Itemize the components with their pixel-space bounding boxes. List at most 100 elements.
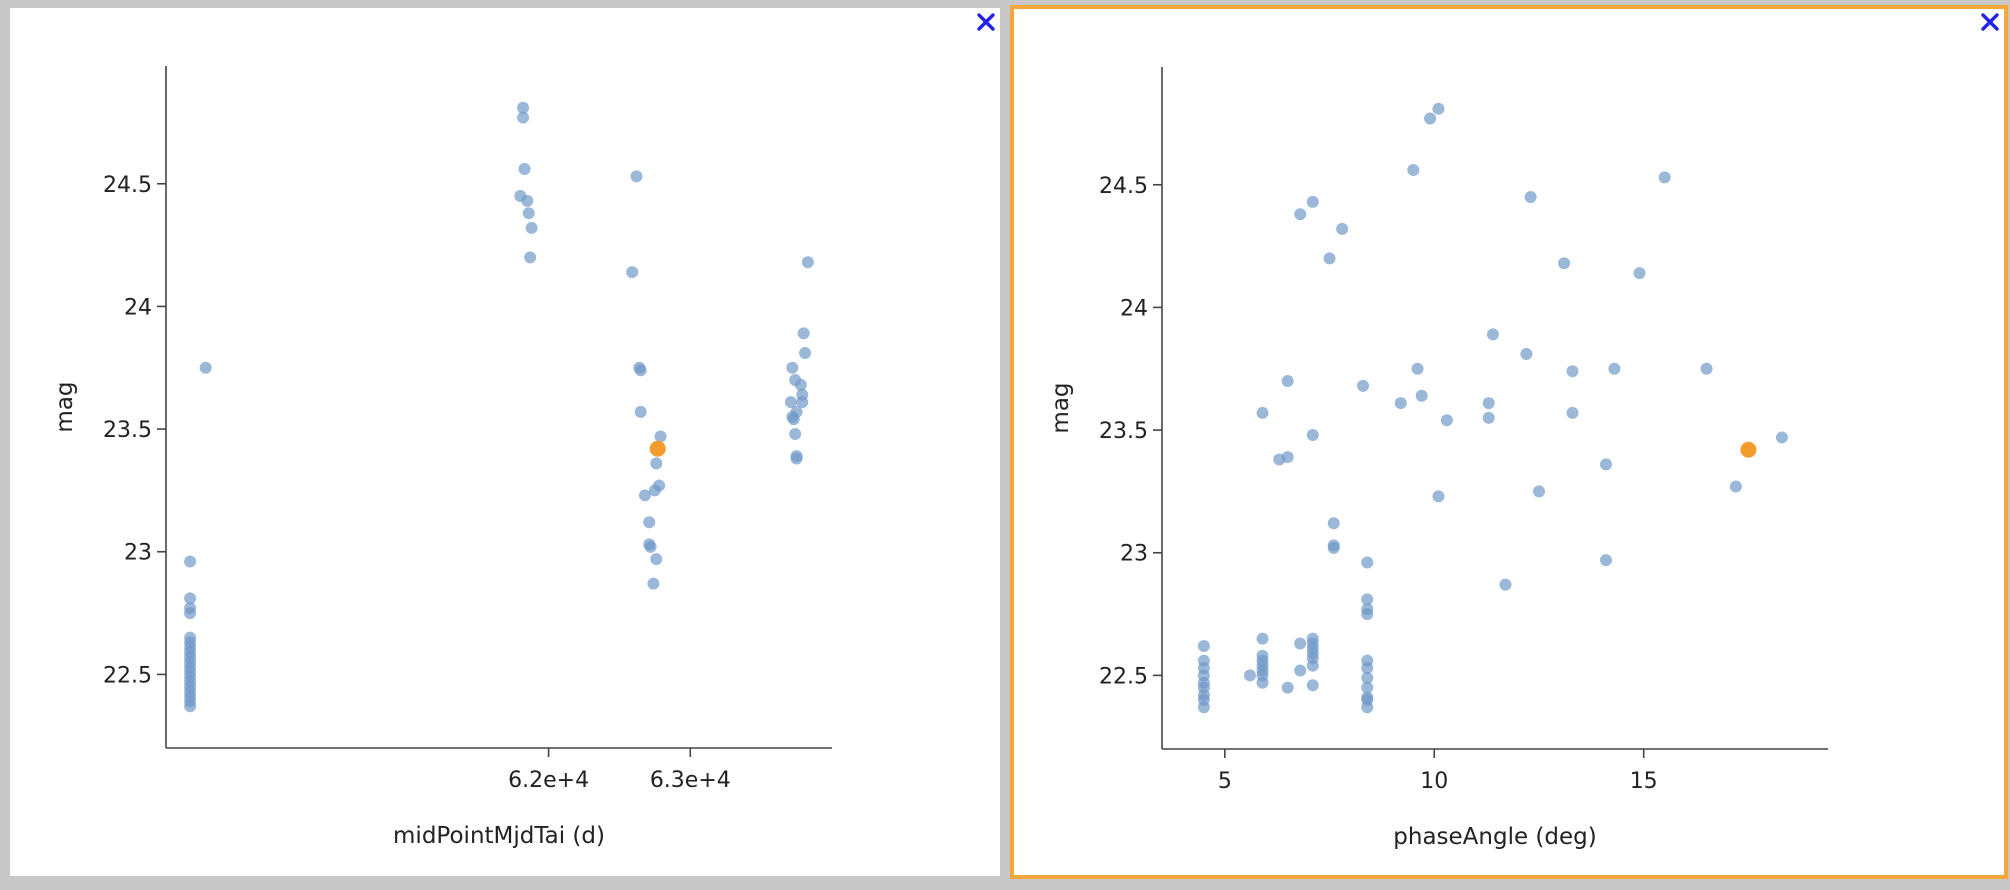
data-point[interactable] [199,361,212,374]
data-point[interactable] [1281,681,1294,694]
data-point[interactable] [1407,164,1420,177]
data-point[interactable] [1294,664,1307,677]
data-point[interactable] [1700,362,1713,375]
data-point[interactable] [1486,328,1499,341]
data-point[interactable] [184,700,197,713]
close-icon[interactable] [974,10,998,34]
scatter-chart-mjd[interactable]: 22.5 23 23.5 24 24.5 6.2e+4 6.3e+4 midPointMjdT… [10,8,1000,876]
data-point[interactable] [524,251,537,264]
data-point[interactable] [1336,222,1349,235]
data-point[interactable] [184,607,197,620]
highlighted-point[interactable] [1740,441,1757,458]
data-point[interactable] [1432,102,1445,115]
data-point[interactable] [644,540,657,553]
data-point[interactable] [1243,669,1256,682]
data-point[interactable] [1294,208,1307,221]
data-point[interactable] [522,207,535,220]
data-point[interactable] [1775,431,1788,444]
data-point[interactable] [1558,257,1571,270]
y-tick-label: 22.5 [103,663,152,688]
data-point[interactable] [784,396,797,409]
data-point[interactable] [630,170,643,183]
data-point[interactable] [786,361,799,374]
data-point[interactable] [789,427,802,440]
data-point[interactable] [1361,662,1374,675]
data-point[interactable] [634,405,647,418]
close-icon[interactable] [1978,10,2002,34]
data-point[interactable] [517,111,530,124]
data-point[interactable] [184,592,197,605]
data-point[interactable] [799,347,812,360]
data-point[interactable] [794,378,807,391]
chart-panel-right[interactable]: 22.5 23 23.5 24 24.5 5 10 15 phaseAngle (deg) mag [1010,5,2008,879]
data-point[interactable] [1432,490,1445,503]
data-point[interactable] [1197,701,1210,714]
y-tick-label: 24.5 [103,173,152,198]
data-point[interactable] [797,327,810,340]
data-point[interactable] [1424,112,1437,125]
data-point[interactable] [1600,554,1612,567]
data-point[interactable] [654,430,667,443]
data-point[interactable] [1520,348,1533,361]
data-point[interactable] [1361,681,1374,694]
data-point[interactable] [650,457,663,470]
data-point[interactable] [1729,480,1742,493]
data-point[interactable] [647,577,660,590]
data-point[interactable] [1482,397,1495,410]
data-point[interactable] [1294,637,1307,650]
data-point[interactable] [626,266,639,279]
data-point[interactable] [525,221,538,234]
data-point[interactable] [1482,411,1495,424]
data-point[interactable] [1306,679,1319,692]
data-point[interactable] [1361,556,1374,569]
data-point[interactable] [1608,362,1621,375]
data-point[interactable] [1256,406,1269,419]
data-point[interactable] [634,364,647,377]
data-point[interactable] [653,479,666,492]
data-point[interactable] [1256,632,1269,645]
data-point[interactable] [1357,379,1370,392]
x-tick-label: 5 [1218,769,1232,794]
data-point[interactable] [1440,414,1453,427]
data-point[interactable] [518,163,531,176]
data-point[interactable] [1394,397,1407,410]
data-point[interactable] [790,405,803,418]
x-tick-label: 6.3e+4 [650,768,731,793]
data-point[interactable] [521,194,534,207]
data-point[interactable] [650,553,663,566]
data-point[interactable] [1566,406,1579,419]
data-point[interactable] [1361,593,1374,606]
data-point[interactable] [1411,362,1424,375]
data-point[interactable] [1256,676,1269,689]
data-point[interactable] [517,101,530,114]
data-point[interactable] [1600,458,1612,471]
data-point[interactable] [1323,252,1336,265]
data-point[interactable] [1281,451,1294,464]
data-point[interactable] [1415,389,1428,402]
data-point[interactable] [801,256,814,269]
data-point[interactable] [1532,485,1545,498]
data-point[interactable] [1361,608,1374,621]
data-point[interactable] [643,516,656,529]
data-point[interactable] [1327,541,1340,554]
data-point[interactable] [1361,671,1374,684]
data-point[interactable] [1566,365,1579,378]
data-point[interactable] [1633,267,1646,280]
data-point[interactable] [184,555,197,568]
data-point[interactable] [1306,428,1319,441]
data-point[interactable] [1658,171,1671,184]
data-point[interactable] [1524,191,1537,204]
scatter-chart-phase-angle[interactable]: 22.5 23 23.5 24 24.5 5 10 15 phaseAngle (deg) mag [1014,9,2004,875]
chart-panel-left[interactable]: 22.5 23 23.5 24 24.5 6.2e+4 6.3e+4 midPointMjdT… [10,8,1000,876]
data-point[interactable] [638,489,651,502]
data-point[interactable] [796,396,809,409]
data-point[interactable] [1361,701,1374,714]
data-point[interactable] [1306,659,1319,672]
data-point[interactable] [1197,639,1210,652]
data-point[interactable] [1499,578,1512,591]
data-point[interactable] [790,452,803,465]
data-point[interactable] [1281,375,1294,388]
data-point[interactable] [1327,517,1340,530]
highlighted-point[interactable] [649,440,666,457]
data-point[interactable] [1306,195,1319,208]
